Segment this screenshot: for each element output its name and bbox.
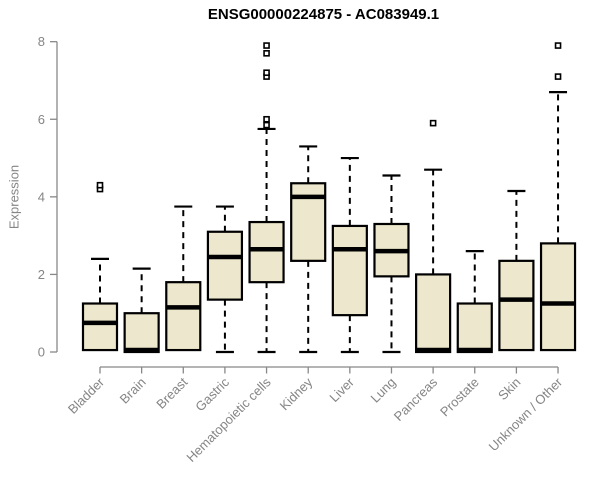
x-tick-label: Kidney bbox=[277, 374, 316, 413]
y-tick-label: 6 bbox=[38, 112, 45, 127]
box-unknown-other bbox=[539, 242, 577, 352]
y-tick-label: 4 bbox=[38, 189, 45, 204]
outlier-point bbox=[554, 73, 562, 80]
outlier-point bbox=[263, 121, 270, 129]
box-breast bbox=[165, 281, 202, 352]
x-tick-label: Prostate bbox=[437, 375, 482, 420]
outlier-point bbox=[263, 69, 270, 77]
box-liver bbox=[331, 224, 368, 317]
box-brain bbox=[123, 312, 160, 354]
outlier-point bbox=[263, 42, 270, 49]
chart-title: ENSG00000224875 - AC083949.1 bbox=[207, 6, 440, 23]
x-tick-label: Gastric bbox=[192, 374, 232, 414]
box-gastric bbox=[206, 230, 244, 301]
x-tick-label: Liver bbox=[326, 374, 357, 405]
box-pancreas bbox=[415, 273, 452, 354]
x-tick-label: Bladder bbox=[65, 374, 108, 417]
box-hematopoietic-cells bbox=[248, 220, 285, 284]
y-tick-label: 0 bbox=[38, 345, 45, 360]
box-prostate bbox=[456, 302, 493, 354]
x-tick-label: Skin bbox=[495, 375, 523, 403]
x-tick-label: Unknown / Other bbox=[486, 374, 566, 454]
x-tick-label: Lung bbox=[368, 375, 399, 406]
box-skin bbox=[498, 259, 535, 352]
x-tick-label: Breast bbox=[153, 374, 190, 411]
x-tick-label: Brain bbox=[117, 375, 149, 407]
y-tick-label: 8 bbox=[38, 34, 45, 49]
outlier-point bbox=[429, 119, 437, 127]
x-tick-label: Pancreas bbox=[391, 374, 441, 424]
outlier-point bbox=[554, 42, 562, 49]
box-bladder bbox=[81, 302, 119, 352]
outlier-point bbox=[263, 115, 270, 123]
y-tick-label: 2 bbox=[38, 267, 45, 282]
outlier-point bbox=[96, 181, 104, 189]
outlier-point bbox=[263, 50, 270, 57]
